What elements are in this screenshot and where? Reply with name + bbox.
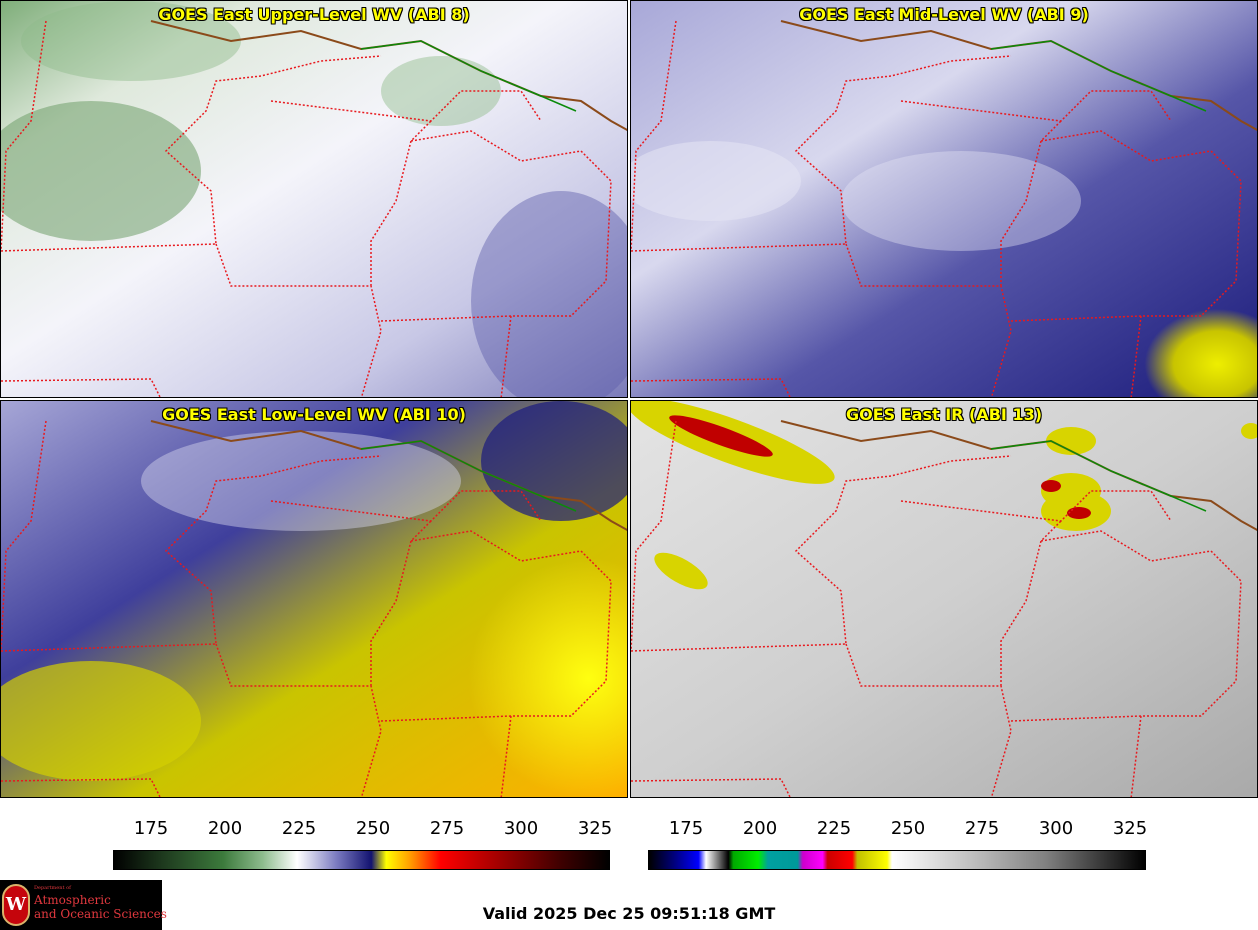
ir-colorbar [648, 850, 1146, 870]
tick-label: 300 [503, 818, 539, 839]
tick-label: 200 [207, 818, 243, 839]
valid-time: Valid 2025 Dec 25 09:51:18 GMT [482, 904, 776, 923]
panel-title: GOES East IR (ABI 13) [845, 405, 1043, 424]
aos-logo: W Department of Atmospheric and Oceanic … [0, 880, 167, 930]
map-borders-overlay [1, 420, 627, 797]
tick-label: 300 [1038, 818, 1074, 839]
map-borders-overlay [631, 420, 1257, 797]
tick-label: 175 [668, 818, 704, 839]
upper-wv-imagery [1, 1, 627, 397]
wv-colorbar-ticks: 175 200 225 250 275 300 325 [113, 818, 613, 848]
cold-cloud-tops [631, 401, 1257, 590]
map-borders-overlay [1, 20, 627, 397]
tick-label: 225 [816, 818, 852, 839]
tick-label: 275 [964, 818, 1000, 839]
logo-line1: Atmospheric [34, 893, 111, 907]
ir-imagery [631, 401, 1257, 797]
panel-mid-level-wv: GOES East Mid-Level WV (ABI 9) [630, 0, 1258, 398]
panel-title: GOES East Mid-Level WV (ABI 9) [799, 5, 1089, 24]
panel-upper-level-wv: GOES East Upper-Level WV (ABI 8) [0, 0, 628, 398]
panel-low-level-wv: GOES East Low-Level WV (ABI 10) [0, 400, 628, 798]
logo-dept: Department of [34, 885, 71, 891]
uw-crest-icon: W [2, 884, 30, 926]
tick-label: 200 [742, 818, 778, 839]
tick-label: 325 [1112, 818, 1148, 839]
tick-label: 250 [890, 818, 926, 839]
tick-label: 225 [281, 818, 317, 839]
tick-label: 250 [355, 818, 391, 839]
map-borders-overlay [631, 20, 1257, 397]
tick-label: 275 [429, 818, 465, 839]
tick-label: 325 [577, 818, 613, 839]
mid-wv-imagery [631, 1, 1257, 397]
panel-title: GOES East Low-Level WV (ABI 10) [162, 405, 466, 424]
wv-colorbar [113, 850, 610, 870]
tick-label: 175 [133, 818, 169, 839]
panel-ir: GOES East IR (ABI 13) [630, 400, 1258, 798]
panel-title: GOES East Upper-Level WV (ABI 8) [158, 5, 470, 24]
low-wv-imagery [1, 401, 627, 797]
logo-line2: and Oceanic Sciences [34, 907, 167, 921]
ir-colorbar-ticks: 175 200 225 250 275 300 325 [648, 818, 1148, 848]
